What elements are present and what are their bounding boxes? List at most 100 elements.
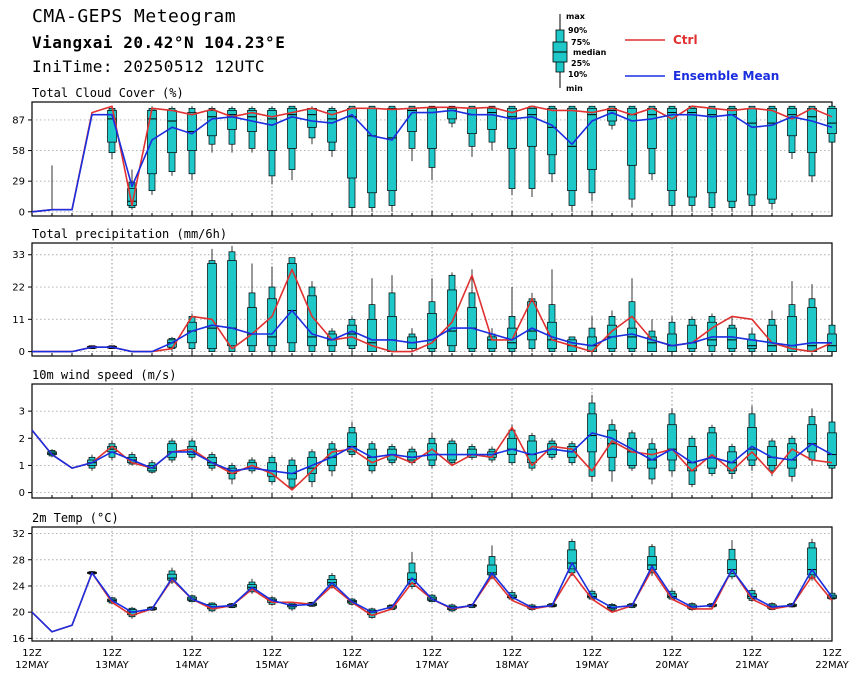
- box-35: [727, 316, 737, 352]
- panel-0: Total Cloud Cover (%) 0 29 58 87: [12, 86, 837, 218]
- box-inner: [767, 446, 777, 466]
- box-8: [187, 106, 197, 181]
- box-18: [387, 105, 397, 212]
- x-tick-label-hour: 12Z: [102, 648, 122, 659]
- box-inner: [487, 336, 497, 350]
- box-20: [427, 105, 437, 181]
- box-30: [627, 278, 637, 352]
- box-inner: [547, 107, 557, 156]
- box-inner: [827, 432, 837, 466]
- legend-label-p10: 10%: [568, 70, 587, 79]
- box-inner: [807, 107, 817, 154]
- box-25: [527, 292, 537, 352]
- box-11: [247, 263, 257, 352]
- box-39: [807, 408, 817, 466]
- box-16: [347, 105, 357, 212]
- box-inner: [727, 107, 737, 202]
- box-inner: [227, 260, 237, 347]
- box-inner: [327, 110, 337, 143]
- box-4: [107, 441, 117, 460]
- box-inner: [667, 333, 677, 352]
- x-tick-label-hour: 12Z: [822, 648, 842, 659]
- box-7: [167, 438, 177, 463]
- box-28: [587, 394, 597, 482]
- box-inner: [407, 451, 417, 461]
- box-inner: [787, 107, 797, 137]
- box-inner: [507, 107, 517, 149]
- y-tick-label: 28: [12, 555, 25, 566]
- box-inner: [467, 107, 477, 135]
- box-14: [307, 106, 317, 145]
- panel-title: Total Cloud Cover (%): [32, 86, 184, 100]
- box-36: [747, 405, 757, 471]
- box-34: [707, 313, 717, 352]
- box-inner: [267, 298, 277, 347]
- box-9: [207, 106, 217, 153]
- box-inner: [487, 564, 497, 576]
- box-39: [807, 284, 817, 352]
- box-inner: [207, 110, 217, 137]
- box-inner: [347, 324, 357, 347]
- legend-mean-label: Ensemble Mean: [673, 69, 779, 83]
- box-inner: [747, 339, 757, 350]
- y-tick-label: 0: [19, 207, 25, 218]
- box-inner: [647, 336, 657, 352]
- box-inner: [427, 313, 437, 350]
- box-34: [707, 424, 717, 477]
- box-33: [687, 316, 697, 352]
- x-tick-label-hour: 12Z: [742, 648, 762, 659]
- mean-series-line: [31, 109, 833, 213]
- panel-2: 10m wind speed (m/s) 0 1 2 3: [19, 368, 837, 499]
- x-tick-label-date: 22MAY: [815, 660, 849, 671]
- x-tick-label-date: 16MAY: [335, 660, 369, 671]
- box-inner: [767, 107, 777, 200]
- box-38: [787, 435, 797, 482]
- y-tick-label: 24: [12, 581, 25, 592]
- legend-label-median: median: [573, 48, 607, 57]
- box-32: [667, 105, 677, 212]
- box-23: [487, 105, 497, 151]
- box-9: [207, 451, 217, 471]
- box-inner: [467, 448, 477, 458]
- legend-label-max: max: [566, 12, 586, 21]
- box-inner: [347, 432, 357, 453]
- box-17: [367, 105, 377, 212]
- legend-ctrl-label: Ctrl: [673, 33, 698, 47]
- ctrl-series-line: [32, 268, 833, 353]
- box-25: [527, 105, 537, 197]
- box-inner: [787, 443, 797, 469]
- box-33: [687, 105, 697, 212]
- y-tick-label: 0: [19, 347, 25, 358]
- x-tick-label-date: 15MAY: [255, 660, 289, 671]
- box-39: [807, 105, 817, 183]
- box-inner: [727, 559, 737, 574]
- box-inner: [627, 327, 637, 350]
- panel-1: Total precipitation (mm/6h) 0 11 22 33: [12, 227, 837, 358]
- box-9: [207, 248, 217, 352]
- box-inner: [367, 107, 377, 194]
- box-inner: [707, 321, 717, 347]
- box-inner: [207, 456, 217, 466]
- box-inner: [527, 301, 537, 341]
- box-36: [747, 105, 757, 212]
- box-inner: [647, 448, 657, 469]
- x-tick-label-date: 21MAY: [735, 660, 769, 671]
- legend-label-min: min: [566, 84, 583, 93]
- box-24: [507, 105, 517, 195]
- box-16: [347, 316, 357, 352]
- y-tick-label: 33: [12, 250, 25, 261]
- box-inner: [307, 107, 317, 128]
- init-time-label: IniTime: 20250512 12UTC: [32, 57, 266, 76]
- box-inner: [447, 289, 457, 347]
- x-tick-label-date: 18MAY: [495, 660, 529, 671]
- box-40: [827, 105, 837, 149]
- box-31: [647, 105, 657, 181]
- y-tick-label: 87: [12, 115, 25, 126]
- box-inner: [487, 107, 497, 130]
- x-tick-label-hour: 12Z: [582, 648, 602, 659]
- y-tick-label: 2: [19, 434, 25, 445]
- legend-label-p75: 75%: [571, 38, 590, 47]
- box-7: [167, 106, 177, 176]
- mean-series-line: [32, 309, 832, 353]
